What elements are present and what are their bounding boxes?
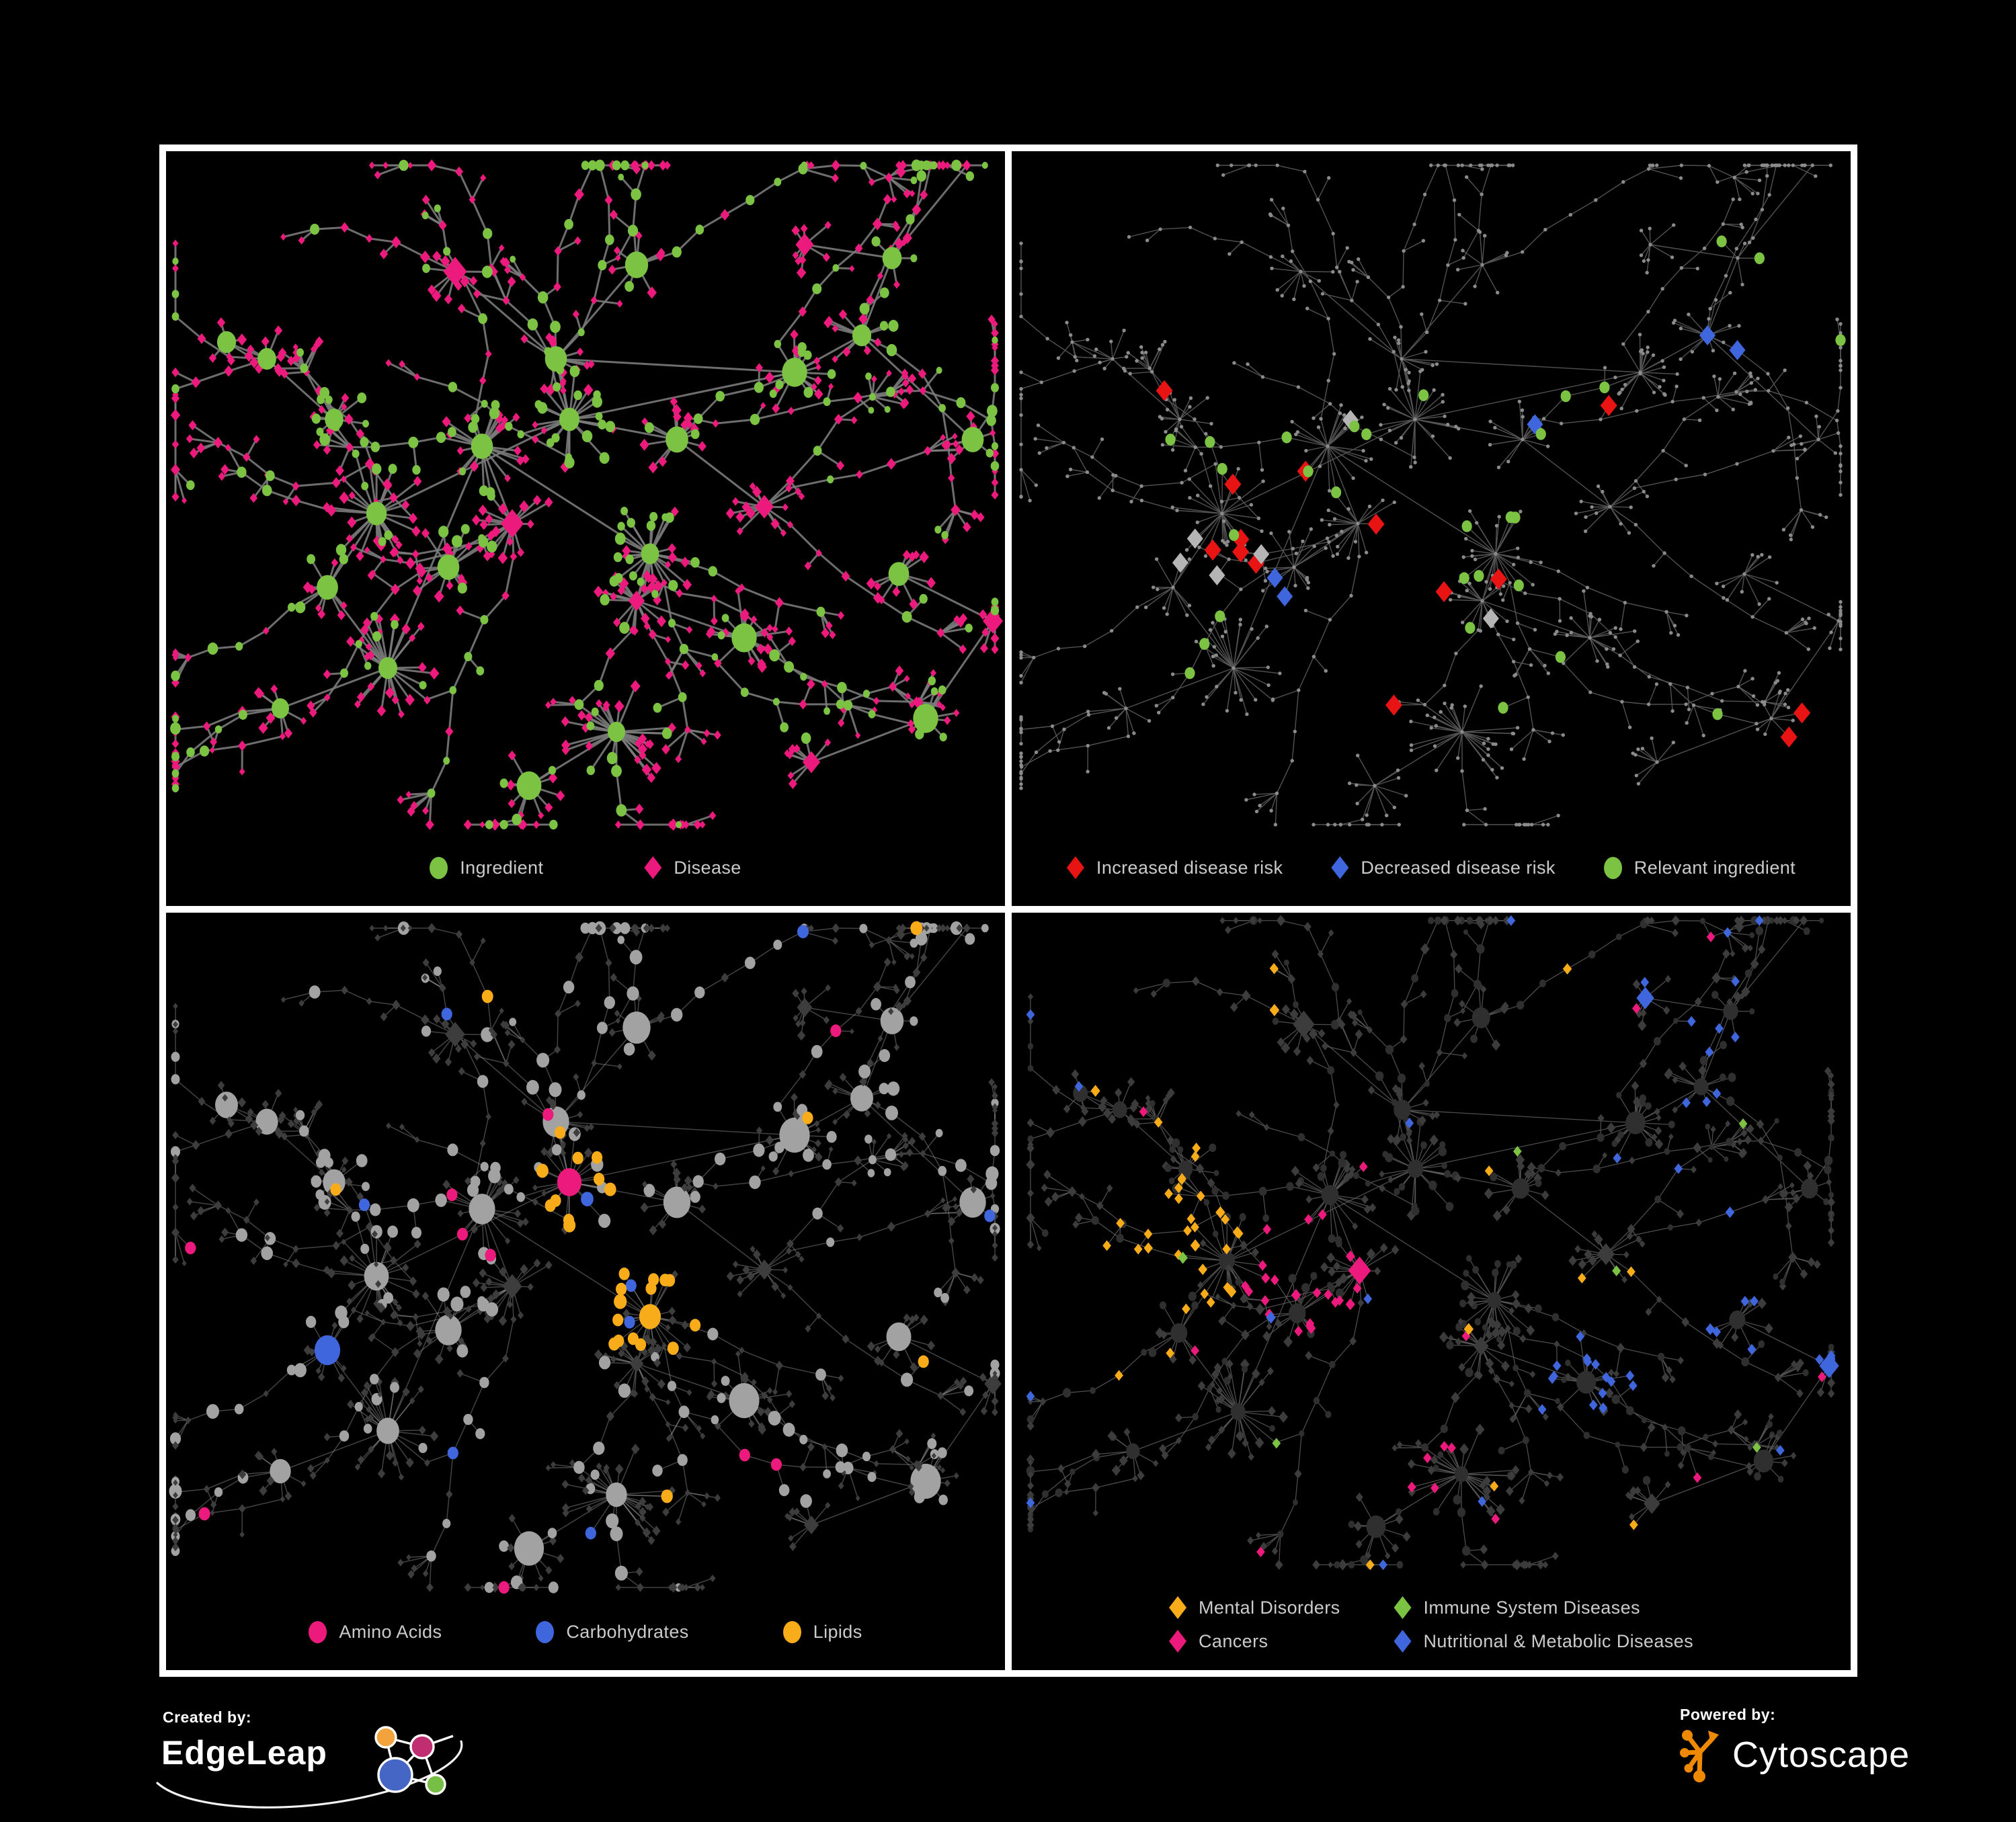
panel-nutrient-classes: Amino Acids Carbohydrates Lipids <box>159 906 1012 1677</box>
legend-label: Ingredient <box>460 858 543 878</box>
edgeleap-node-blue <box>378 1758 412 1792</box>
legend-nutrient-classes: Amino Acids Carbohydrates Lipids <box>166 1621 1005 1643</box>
legend-disease-risk: Increased disease risk Decreased disease … <box>1012 856 1851 879</box>
legend-label: Amino Acids <box>339 1622 442 1643</box>
lipids-ellipse-symbol <box>783 1621 801 1643</box>
panel-disease-categories: Mental Disorders Immune System Diseases Ca… <box>1005 906 1857 1677</box>
legend-item-carbohydrates: Carbohydrates <box>536 1621 688 1643</box>
legend-item-nutritional-metabolic-diseases: Nutritional & Metabolic Diseases <box>1394 1630 1693 1653</box>
increased-disease-risk-diamond-symbol <box>1067 856 1084 879</box>
legend-item-increased-disease-risk: Increased disease risk <box>1067 856 1283 879</box>
legend-item-amino-acids: Amino Acids <box>309 1621 442 1643</box>
legend-label: Decreased disease risk <box>1361 858 1555 878</box>
legend-label: Disease <box>674 858 741 878</box>
legend-item-relevant-ingredient: Relevant ingredient <box>1604 857 1796 879</box>
cytoscape-logo-glyph <box>1679 1727 1722 1783</box>
powered-by-block: Powered by: Cytoscape <box>1679 1706 1974 1807</box>
legend-item-disease: Disease <box>644 856 741 879</box>
legend-item-decreased-disease-risk: Decreased disease risk <box>1331 856 1555 879</box>
legend-label: Relevant ingredient <box>1634 858 1796 878</box>
carbohydrates-ellipse-symbol <box>536 1621 554 1643</box>
ingredient-disease-network-graph <box>166 151 1005 839</box>
powered-by-label: Powered by: <box>1680 1706 1974 1724</box>
legend-item-lipids: Lipids <box>783 1621 862 1643</box>
panel-ingredient-disease: Ingredient Disease <box>159 144 1012 913</box>
legend-ingredient-disease: Ingredient Disease <box>166 856 1005 879</box>
legend-label: Lipids <box>813 1622 862 1643</box>
disease-risk-network-graph <box>1012 151 1851 839</box>
amino-acids-ellipse-symbol <box>309 1621 327 1643</box>
legend-label: Nutritional & Metabolic Diseases <box>1424 1631 1693 1652</box>
edgeleap-logo-glyph <box>355 1717 462 1805</box>
legend-label: Cancers <box>1199 1631 1268 1652</box>
nutritional-metabolic-diseases-diamond-symbol <box>1394 1630 1412 1653</box>
cancers-diamond-symbol <box>1169 1630 1186 1653</box>
edgeleap-node-orange <box>376 1727 396 1747</box>
legend-item-cancers: Cancers <box>1169 1630 1340 1653</box>
decreased-disease-risk-diamond-symbol <box>1331 856 1348 879</box>
relevant-ingredient-ellipse-symbol <box>1604 857 1622 879</box>
legend-disease-categories: Mental Disorders Immune System Diseases Ca… <box>1012 1596 1851 1653</box>
legend-label: Increased disease risk <box>1096 858 1283 878</box>
legend-item-immune-system-diseases: Immune System Diseases <box>1394 1596 1693 1619</box>
edgeleap-node-green <box>426 1775 445 1794</box>
legend-label: Immune System Diseases <box>1424 1598 1640 1618</box>
legend-label: Mental Disorders <box>1199 1598 1340 1618</box>
legend-item-mental-disorders: Mental Disorders <box>1169 1596 1340 1619</box>
disease-diamond-symbol <box>644 856 661 879</box>
immune-system-diseases-diamond-symbol <box>1394 1596 1412 1619</box>
created-by-block: Created by: EdgeLeap <box>161 1708 511 1809</box>
nutrient-classes-network-graph <box>166 913 1005 1603</box>
panel-disease-risk: Increased disease risk Decreased disease … <box>1005 144 1857 913</box>
legend-label: Carbohydrates <box>566 1622 688 1643</box>
disease-categories-network-graph <box>1012 913 1851 1573</box>
cytoscape-brand-text: Cytoscape <box>1732 1734 1910 1776</box>
ingredient-ellipse-symbol <box>430 857 448 879</box>
mental-disorders-diamond-symbol <box>1169 1596 1186 1619</box>
edgeleap-brand-text: EdgeLeap <box>161 1733 327 1772</box>
edgeleap-node-magenta <box>411 1735 434 1758</box>
legend-item-ingredient: Ingredient <box>430 857 543 879</box>
